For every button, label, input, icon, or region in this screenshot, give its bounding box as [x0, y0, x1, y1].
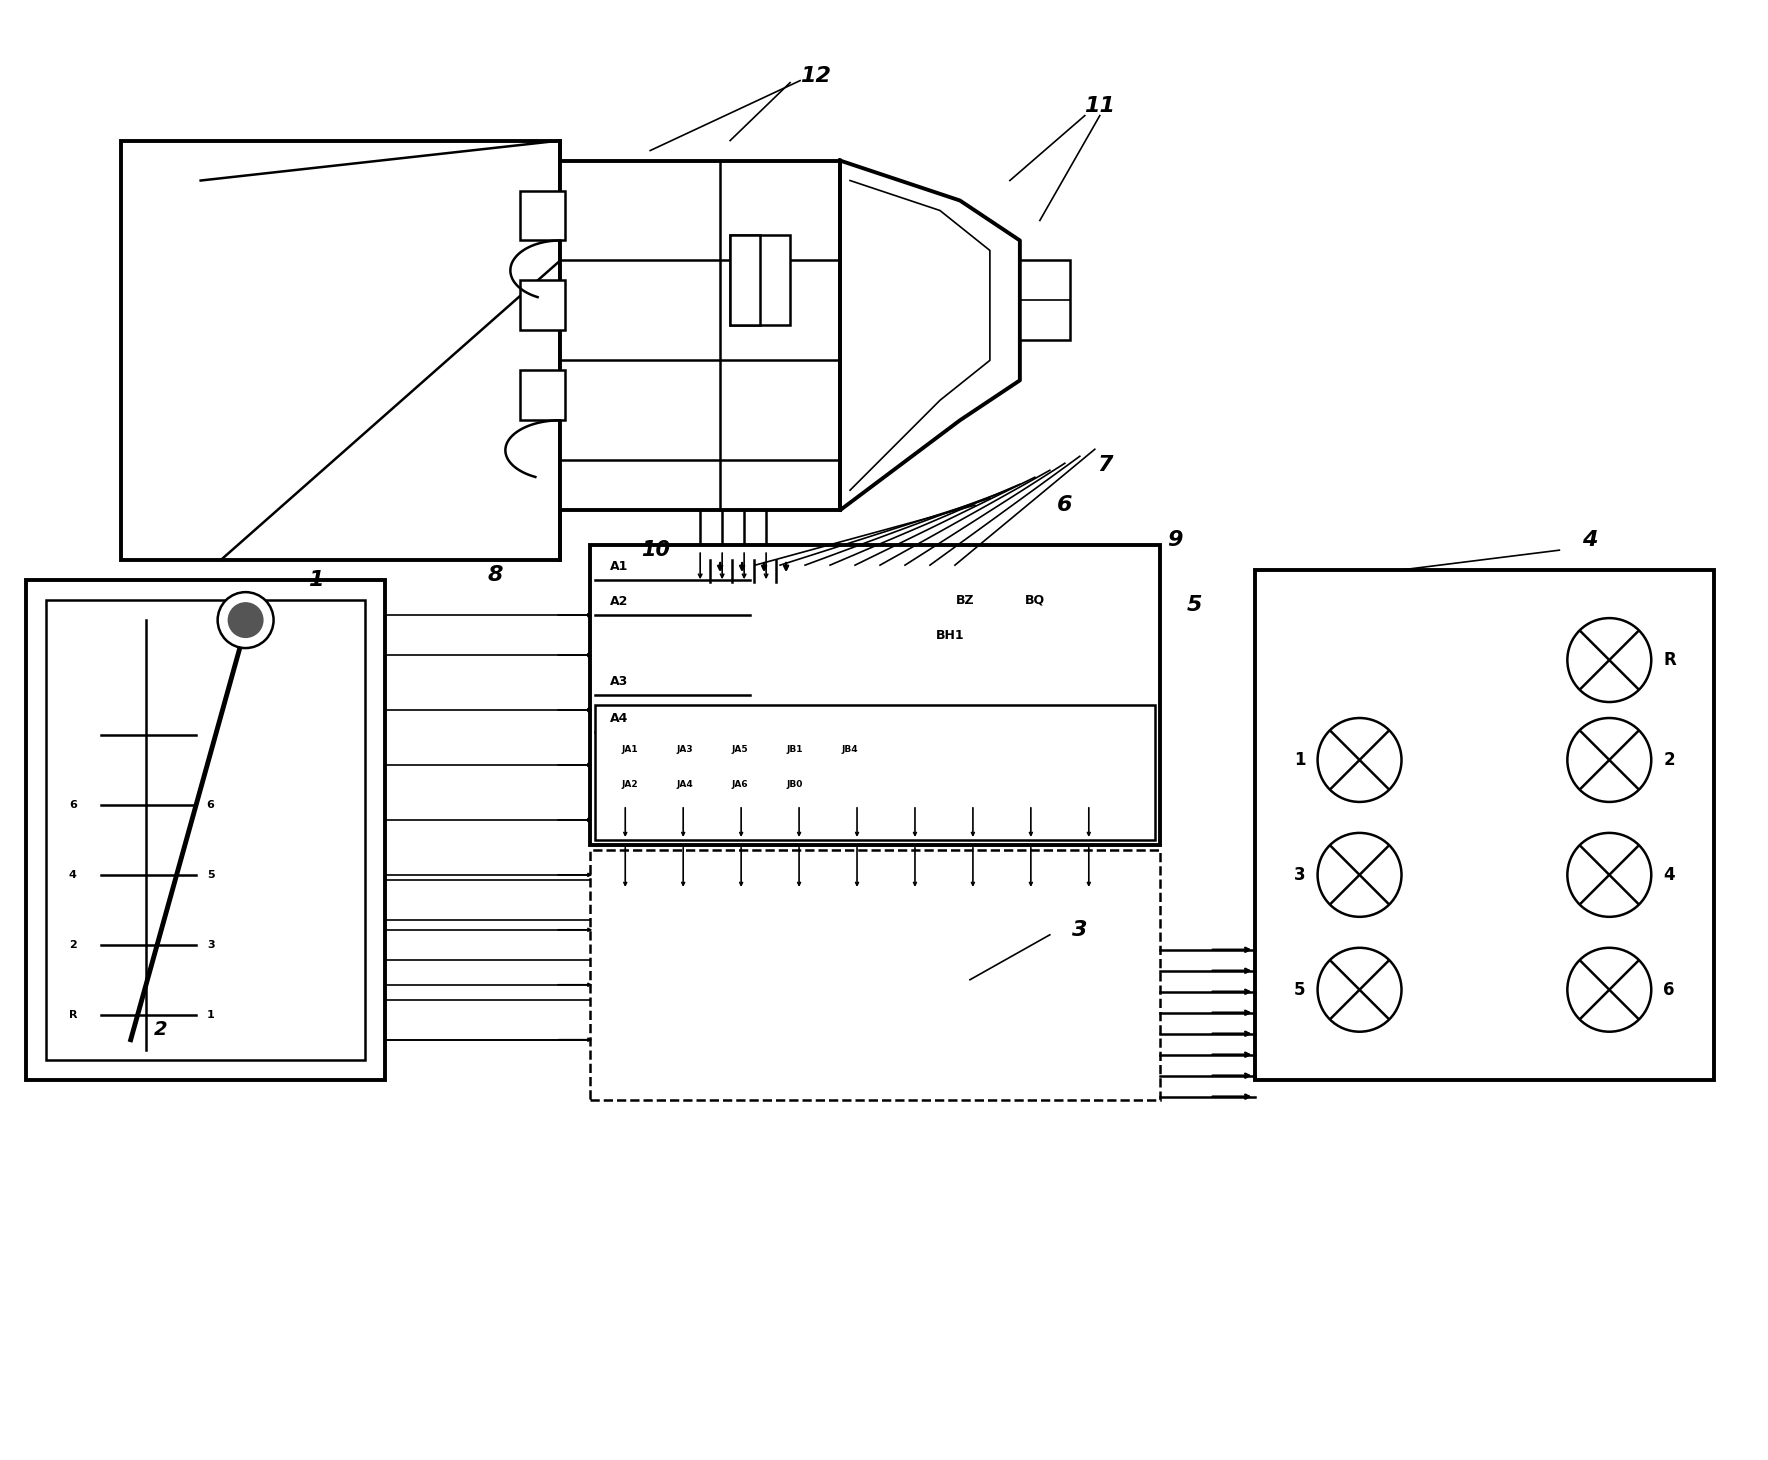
Text: 6: 6	[207, 800, 214, 810]
Text: 7: 7	[1096, 456, 1112, 476]
Text: 6: 6	[1664, 981, 1674, 999]
Text: BZ: BZ	[956, 594, 974, 606]
Text: 1: 1	[1294, 750, 1305, 769]
Text: 4: 4	[1664, 866, 1674, 883]
Bar	[591, 850, 1160, 1099]
Polygon shape	[840, 161, 1020, 510]
Text: JA6: JA6	[732, 781, 748, 790]
Bar	[591, 545, 1160, 845]
Text: A4: A4	[610, 712, 629, 726]
Circle shape	[228, 602, 263, 638]
Bar	[520, 280, 566, 330]
Text: JA3: JA3	[677, 746, 693, 755]
Bar	[120, 140, 560, 561]
Text: 8: 8	[488, 565, 504, 585]
Text: A3: A3	[610, 675, 628, 688]
Text: 2: 2	[154, 1021, 168, 1040]
Text: BQ: BQ	[1025, 594, 1045, 606]
Text: 12: 12	[799, 66, 831, 86]
Bar	[560, 161, 840, 510]
Circle shape	[1568, 832, 1651, 917]
Text: JB1: JB1	[787, 746, 803, 755]
Text: 6: 6	[69, 800, 76, 810]
Bar	[596, 705, 1155, 839]
Text: R: R	[69, 1010, 78, 1019]
Text: 6: 6	[1057, 495, 1073, 515]
Text: JB4: JB4	[842, 746, 857, 755]
Text: 3: 3	[207, 940, 214, 950]
Circle shape	[1568, 718, 1651, 802]
Text: A1: A1	[610, 561, 629, 574]
Text: 9: 9	[1167, 530, 1183, 550]
Text: JA2: JA2	[622, 781, 638, 790]
Text: 5: 5	[1294, 981, 1305, 999]
Text: 3: 3	[1071, 920, 1087, 940]
Text: JA1: JA1	[622, 746, 638, 755]
Text: BH1: BH1	[935, 629, 964, 641]
Circle shape	[217, 593, 274, 648]
Bar	[730, 235, 790, 326]
Text: JB0: JB0	[787, 781, 803, 790]
Bar	[1020, 260, 1070, 340]
Text: 4: 4	[1582, 530, 1597, 550]
Text: 5: 5	[1186, 596, 1202, 615]
Bar	[1255, 571, 1715, 1079]
Text: 1: 1	[207, 1010, 214, 1019]
Bar	[520, 190, 566, 241]
Text: JA4: JA4	[677, 781, 693, 790]
Text: JA5: JA5	[732, 746, 748, 755]
Circle shape	[1568, 618, 1651, 702]
Text: 3: 3	[1294, 866, 1305, 883]
Text: 2: 2	[69, 940, 76, 950]
Text: 4: 4	[69, 870, 76, 880]
Bar	[520, 371, 566, 420]
Bar	[27, 580, 385, 1079]
Bar	[730, 235, 760, 326]
Text: 1: 1	[308, 571, 324, 590]
Circle shape	[1317, 718, 1402, 802]
Text: 5: 5	[207, 870, 214, 880]
Circle shape	[1568, 948, 1651, 1032]
Circle shape	[1317, 832, 1402, 917]
Text: A2: A2	[610, 596, 629, 609]
Text: R: R	[1664, 651, 1676, 669]
Text: 2: 2	[1664, 750, 1674, 769]
Bar	[46, 600, 366, 1060]
Circle shape	[1317, 948, 1402, 1032]
Text: 11: 11	[1084, 95, 1116, 115]
Text: 10: 10	[640, 540, 670, 561]
